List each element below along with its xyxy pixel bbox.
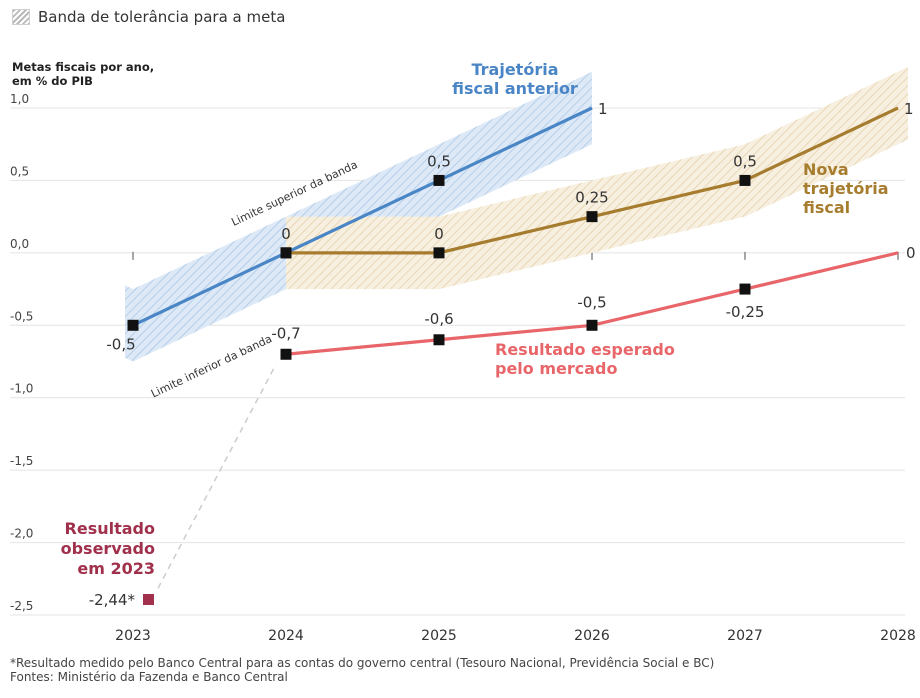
series-label-market-line: Resultado esperado (495, 340, 675, 359)
point-label-market-2027: -0,25 (726, 303, 765, 321)
previous-trajectory-marker (127, 319, 139, 331)
series-label-observed: Resultado observado em 2023 (61, 519, 155, 578)
observed-value-label: -2,44* (89, 591, 136, 609)
observed-marker (143, 594, 154, 605)
y-axis-title: Metas fiscais por ano, em % do PIB (12, 60, 212, 88)
x-tick-label: 2027 (727, 628, 763, 644)
market-expectation-marker (433, 334, 445, 346)
point-label-previous-2024: 0 (281, 225, 291, 243)
x-tick-label: 2023 (115, 628, 151, 644)
line-previous-trajectory (132, 106, 593, 327)
series-label-observed-line: em 2023 (77, 559, 155, 578)
series-label-previous-line: fiscal anterior (452, 79, 578, 98)
observed-connector-line (157, 363, 277, 589)
chart-legend: Banda de tolerância para a meta (12, 8, 285, 26)
hatch-swatch-icon (12, 9, 30, 25)
new-trajectory-marker (739, 174, 751, 186)
y-axis-title-line-1: Metas fiscais por ano, (12, 60, 155, 74)
series-label-new-line: fiscal (803, 198, 850, 217)
market-expectation-marker (739, 283, 751, 295)
new-trajectory-marker (280, 247, 292, 259)
point-label-previous-2026: 1 (598, 100, 608, 118)
series-label-new: Nova trajetória fiscal (803, 160, 888, 217)
y-tick-label: -0,5 (10, 309, 33, 323)
y-tick-label: -1,5 (10, 454, 33, 468)
footnotes: *Resultado medido pelo Banco Central par… (10, 656, 714, 684)
series-label-market-line: pelo mercado (495, 359, 618, 378)
y-tick-label: 0,5 (10, 164, 29, 178)
footnote-text: *Resultado medido pelo Banco Central par… (10, 656, 715, 670)
series-label-observed-line: observado (61, 539, 155, 558)
x-tick-label: 2024 (268, 628, 304, 644)
series-label-new-line: Nova (803, 160, 849, 179)
series-label-observed-line: Resultado (65, 519, 155, 538)
sources-text: Fontes: Ministério da Fazenda e Banco Ce… (10, 670, 288, 684)
legend-label: Banda de tolerância para a meta (38, 8, 286, 26)
y-tick-label: -2,0 (10, 527, 33, 541)
x-tick-label: 2026 (574, 628, 610, 644)
point-label-market-2028: 0 (906, 244, 916, 262)
x-tick-label: 2025 (421, 628, 457, 644)
chart-canvas: 1,0 0,5 0,0 -0,5 -1,0 -1,5 -2,0 -2,5 2023 2024 202… (10, 60, 916, 644)
new-trajectory-marker (586, 211, 598, 223)
market-expectation-marker (280, 348, 292, 360)
point-label-new-2025: 0 (434, 225, 444, 243)
y-tick-label: 1,0 (10, 92, 29, 106)
point-label-market-2026: -0,5 (577, 293, 606, 311)
point-label-new-2028: 1 (904, 100, 914, 118)
series-label-previous-line: Trajetória (472, 60, 559, 79)
new-trajectory-marker (433, 247, 445, 259)
market-expectation-marker (586, 319, 598, 331)
series-label-market: Resultado esperado pelo mercado (495, 340, 675, 378)
y-tick-label: -1,0 (10, 382, 33, 396)
point-label-market-2025: -0,6 (424, 310, 453, 328)
point-label-previous-2023: -0,5 (106, 335, 135, 353)
point-label-market-2024: -0,7 (271, 324, 300, 342)
x-tick-label: 2028 (880, 628, 916, 644)
point-label-new-2026: 0,25 (575, 189, 608, 207)
y-tick-label: -2,5 (10, 599, 33, 613)
previous-trajectory-marker (433, 174, 445, 186)
series-label-previous: Trajetória fiscal anterior (452, 60, 578, 98)
series-label-new-line: trajetória (803, 179, 888, 198)
y-tick-label: 0,0 (10, 237, 29, 251)
point-label-previous-2025: 0,5 (427, 152, 451, 170)
point-label-new-2027: 0,5 (733, 152, 757, 170)
y-axis-title-line-2: em % do PIB (12, 74, 93, 88)
band-new-trajectory (286, 67, 908, 290)
